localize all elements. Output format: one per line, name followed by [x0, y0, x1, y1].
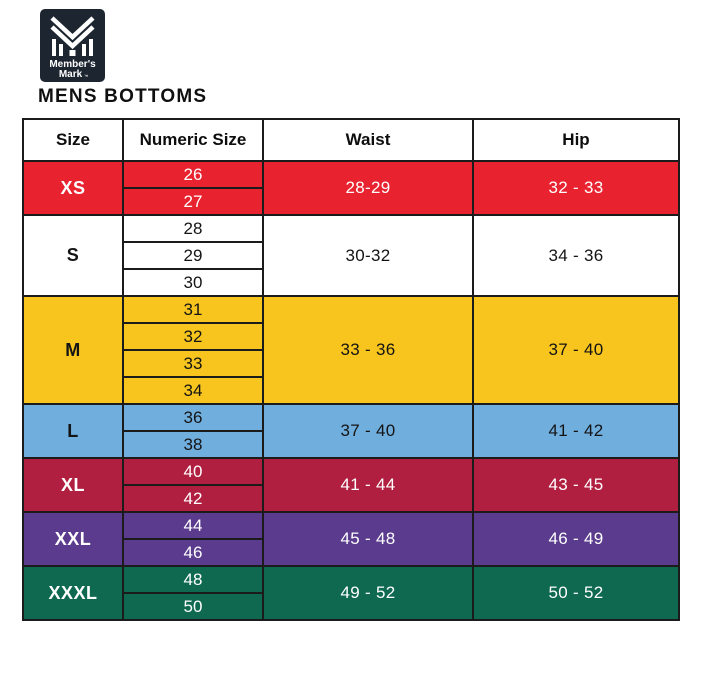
- size-row-xs-0: XS 26 28-29 32 - 33: [22, 160, 680, 216]
- size-row-l-0: L 36 37 - 40 41 - 42: [22, 403, 680, 459]
- size-row-s-0: S 28 30-32 34 - 36: [22, 214, 680, 297]
- size-row-m-0: M 31 33 - 36 37 - 40: [22, 295, 680, 405]
- size-row-xxl-1: 46: [23, 538, 679, 567]
- numeric-size-cell: 28: [122, 214, 264, 243]
- col-header-numeric-size: Numeric Size: [122, 118, 264, 162]
- hip-cell: 50 - 52: [472, 565, 680, 621]
- header-row: Size Numeric Size Waist Hip: [22, 118, 680, 162]
- col-header-size: Size: [22, 118, 124, 162]
- hip-cell: 46 - 49: [472, 511, 680, 567]
- logo-text-members: Member's: [49, 59, 96, 70]
- numeric-size-cell: 50: [122, 592, 264, 621]
- numeric-size-cell: 40: [122, 457, 264, 486]
- numeric-size-cell: 29: [122, 241, 264, 270]
- size-row-xxl-0: XXL 44 45 - 48 46 - 49: [22, 511, 680, 567]
- size-row-xs-1: 27: [23, 187, 679, 216]
- hip-cell: 32 - 33: [472, 160, 680, 216]
- waist-cell: 41 - 44: [262, 457, 474, 513]
- numeric-size-cell: 42: [122, 484, 264, 513]
- size-row-m-2: 33: [23, 349, 679, 378]
- size-table: Size Numeric Size Waist Hip XS 26 28-29 32 …: [22, 118, 680, 621]
- waist-cell: 28-29: [262, 160, 474, 216]
- numeric-size-cell: 44: [122, 511, 264, 540]
- hip-cell: 34 - 36: [472, 214, 680, 297]
- numeric-size-cell: 30: [122, 268, 264, 297]
- col-header-hip: Hip: [472, 118, 680, 162]
- size-cell-l: L: [22, 403, 124, 459]
- waist-cell: 49 - 52: [262, 565, 474, 621]
- size-row-m-3: 34: [23, 376, 679, 405]
- waist-cell: 37 - 40: [262, 403, 474, 459]
- waist-cell: 45 - 48: [262, 511, 474, 567]
- size-cell-xxxl: XXXL: [22, 565, 124, 621]
- numeric-size-cell: 27: [122, 187, 264, 216]
- numeric-size-cell: 34: [122, 376, 264, 405]
- size-row-xxxl-0: XXXL 48 49 - 52 50 - 52: [22, 565, 680, 621]
- size-cell-m: M: [22, 295, 124, 405]
- logo-text-mark: Mark: [59, 69, 83, 80]
- size-cell-xs: XS: [22, 160, 124, 216]
- numeric-size-cell: 31: [122, 295, 264, 324]
- hip-cell: 41 - 42: [472, 403, 680, 459]
- size-cell-xl: XL: [22, 457, 124, 513]
- size-row-xl-0: XL 40 41 - 44 43 - 45: [22, 457, 680, 513]
- size-row-xl-1: 42: [23, 484, 679, 513]
- size-row-xxxl-1: 50: [23, 592, 679, 621]
- size-cell-xxl: XXL: [22, 511, 124, 567]
- size-table-header: Size Numeric Size Waist Hip: [22, 118, 680, 162]
- waist-cell: 30-32: [262, 214, 474, 297]
- size-cell-s: S: [22, 214, 124, 297]
- numeric-size-cell: 26: [122, 160, 264, 189]
- page-title: MENS BOTTOMS: [38, 86, 208, 107]
- numeric-size-cell: 48: [122, 565, 264, 594]
- logo-trademark: ™: [84, 74, 89, 79]
- col-header-waist: Waist: [262, 118, 474, 162]
- size-row-s-1: 29: [23, 241, 679, 270]
- members-mark-logo: Member's Mark ™: [40, 9, 105, 82]
- size-row-m-1: 32: [23, 322, 679, 351]
- size-row-l-1: 38: [23, 430, 679, 459]
- size-row-s-2: 30: [23, 268, 679, 297]
- hip-cell: 43 - 45: [472, 457, 680, 513]
- logo-m-stripes: [50, 16, 95, 56]
- size-table-body: XS 26 28-29 32 - 33 27 S 28 30-32 34 - 36 29 30 M 31…: [22, 160, 680, 621]
- members-mark-m-icon: Member's Mark ™: [40, 9, 105, 82]
- numeric-size-cell: 36: [122, 403, 264, 432]
- waist-cell: 33 - 36: [262, 295, 474, 405]
- numeric-size-cell: 32: [122, 322, 264, 351]
- numeric-size-cell: 38: [122, 430, 264, 459]
- numeric-size-cell: 46: [122, 538, 264, 567]
- hip-cell: 37 - 40: [472, 295, 680, 405]
- numeric-size-cell: 33: [122, 349, 264, 378]
